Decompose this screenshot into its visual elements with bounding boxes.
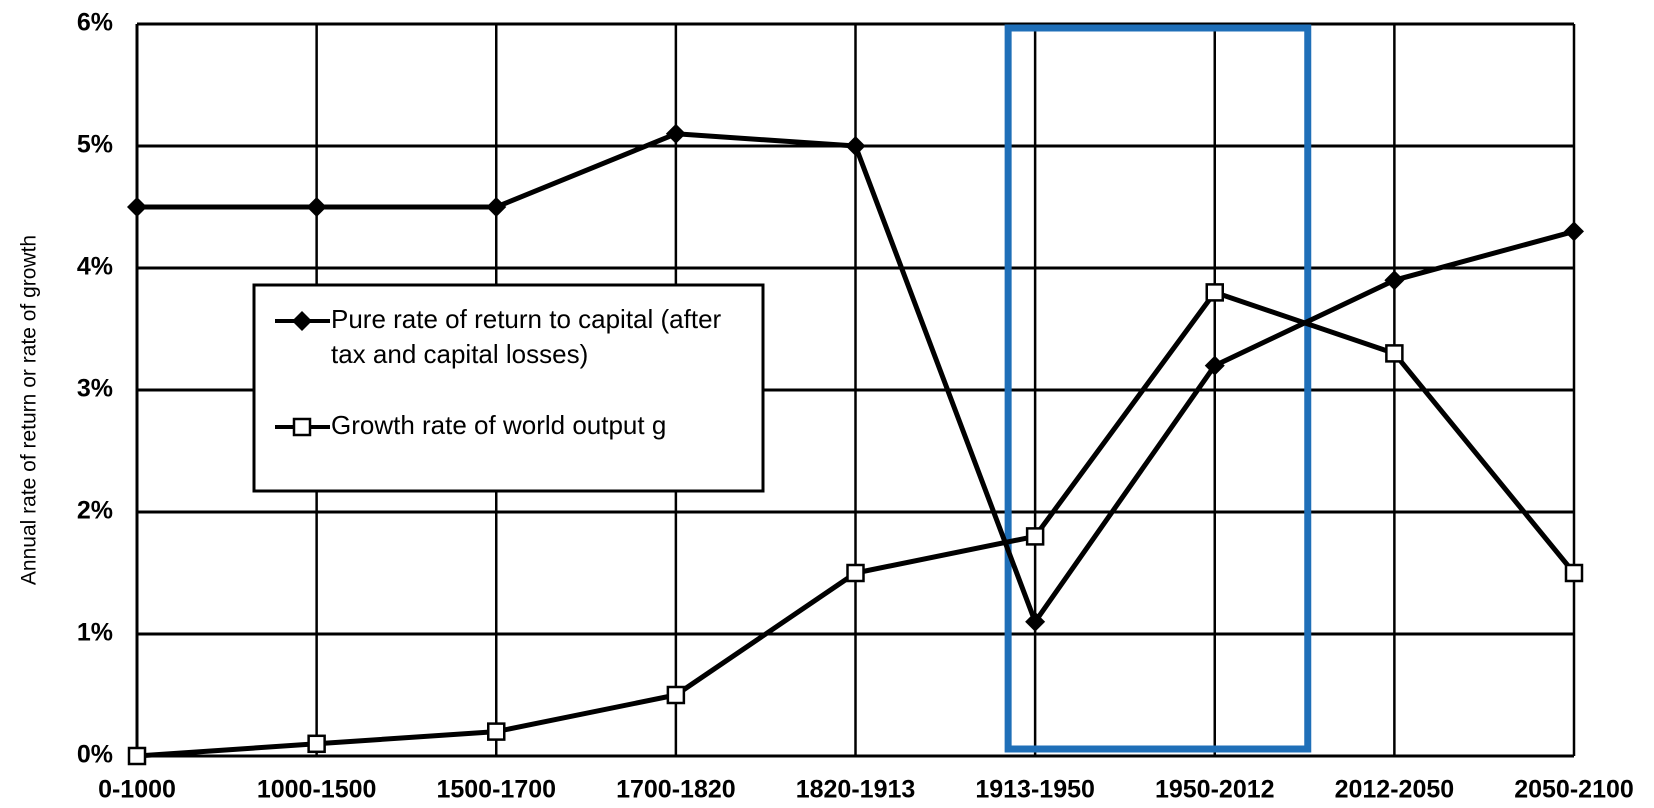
x-tick-label: 1500-1700 <box>436 776 556 804</box>
marker <box>1564 563 1584 583</box>
marker <box>487 722 506 741</box>
y-tick-label: 4% <box>77 253 113 281</box>
y-axis-label: Annual rate of return or rate of growth <box>18 235 41 585</box>
x-tick-label: 1913-1950 <box>975 776 1095 804</box>
x-tick-label: 0-1000 <box>98 776 176 804</box>
marker <box>1025 611 1046 632</box>
y-tick-label: 6% <box>77 9 113 37</box>
y-tick-label: 5% <box>77 131 113 159</box>
marker <box>845 136 866 156</box>
marker <box>665 123 686 144</box>
x-tick-label: 1950-2012 <box>1155 776 1275 804</box>
marker <box>846 563 865 583</box>
marker <box>127 197 147 217</box>
marker <box>127 746 147 766</box>
marker <box>292 311 312 331</box>
legend-label: Pure rate of return to capital (after ta… <box>331 304 722 369</box>
marker <box>666 685 686 705</box>
marker <box>306 197 327 217</box>
marker <box>1385 344 1404 363</box>
legend-box <box>252 283 765 493</box>
marker <box>1564 221 1584 242</box>
x-tick-label: 1000-1500 <box>257 776 377 804</box>
marker <box>486 197 507 217</box>
marker <box>1205 283 1224 302</box>
legend-label: Growth rate of world output g <box>331 410 667 440</box>
y-tick-label: 3% <box>77 375 113 403</box>
marker <box>1204 355 1225 376</box>
y-tick-label: 2% <box>77 497 113 525</box>
highlight-box <box>1004 24 1312 753</box>
marker <box>292 417 312 437</box>
x-tick-label: 1700-1820 <box>616 776 736 804</box>
x-tick-label: 2012-2050 <box>1335 776 1455 804</box>
marker <box>1025 527 1045 546</box>
x-tick-label: 1820-1913 <box>796 776 916 804</box>
y-tick-label: 1% <box>77 619 113 647</box>
y-tick-label: 0% <box>77 741 113 769</box>
marker <box>1384 270 1405 291</box>
marker <box>307 734 326 754</box>
x-tick-label: 2050-2100 <box>1514 776 1634 804</box>
